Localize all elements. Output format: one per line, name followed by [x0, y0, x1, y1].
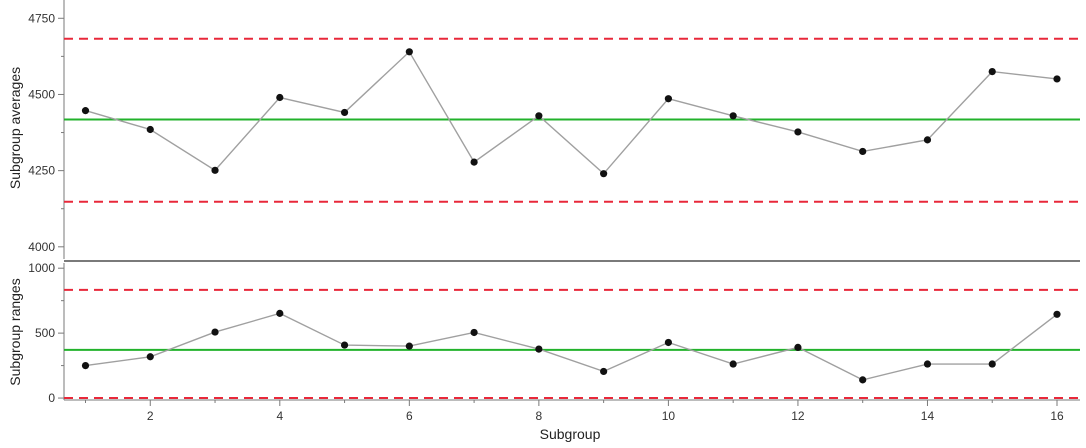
ranges-data-point	[211, 328, 219, 336]
ranges-y-tick-label: 500	[35, 326, 55, 340]
x-tick-label: 14	[921, 409, 935, 423]
ranges-data-point	[81, 361, 90, 370]
averages-panel: 4000 4250 4500 4750	[28, 0, 1080, 259]
ranges-data-point	[535, 345, 543, 353]
x-tick-label: 10	[662, 409, 676, 423]
x-tick-label: 8	[536, 409, 543, 423]
ranges-data-point	[859, 376, 867, 384]
averages-y-tick-label: 4500	[28, 87, 55, 101]
averages-data-point	[600, 170, 608, 178]
ranges-data-point	[664, 338, 673, 347]
ranges-data-point	[794, 343, 802, 352]
averages-data-point	[470, 158, 478, 166]
ranges-data-point	[729, 360, 737, 368]
averages-y-tick-label: 4000	[28, 240, 55, 254]
ranges-series-line	[85, 312, 1058, 381]
ranges-axis-title: Subgroup ranges	[7, 278, 23, 385]
averages-series-line	[85, 50, 1058, 175]
averages-data-point	[81, 107, 90, 115]
x-tick-label: 4	[276, 409, 283, 423]
ranges-data-point	[923, 360, 932, 368]
subgroup-axis-title: Subgroup	[540, 426, 601, 442]
x-tick-label: 12	[791, 409, 805, 423]
averages-data-point	[859, 147, 867, 156]
ranges-data-point	[405, 342, 413, 350]
ranges-data-point	[276, 309, 284, 317]
ranges-data-point	[988, 360, 996, 368]
ranges-data-point	[1053, 310, 1061, 318]
averages-data-point	[1053, 75, 1061, 83]
averages-data-point	[405, 48, 413, 56]
averages-data-point	[211, 166, 219, 174]
ranges-y-tick-label: 0	[48, 391, 55, 405]
averages-data-point	[988, 68, 996, 76]
averages-y-tick-label: 4250	[28, 164, 55, 178]
averages-data-point	[146, 125, 154, 134]
averages-data-point	[664, 95, 673, 103]
ranges-data-point	[340, 341, 349, 349]
ranges-data-point	[146, 353, 154, 361]
x-tick-label: 2	[147, 409, 154, 423]
averages-y-tick-label: 4750	[28, 11, 55, 25]
averages-data-point	[794, 128, 802, 136]
averages-data-point	[340, 108, 349, 117]
averages-data-point	[276, 93, 284, 102]
averages-axis-title: Subgroup averages	[7, 67, 23, 189]
x-tick-label: 6	[406, 409, 413, 423]
x-tick-label: 16	[1050, 409, 1064, 423]
averages-data-point	[535, 112, 543, 120]
ranges-panel: 0 500 1000 2 4 6 8 10 12 14 16	[28, 261, 1080, 423]
averages-data-point	[729, 112, 737, 120]
ranges-data-point	[600, 367, 608, 376]
averages-data-point	[923, 136, 932, 144]
ranges-data-point	[470, 328, 478, 337]
ranges-y-tick-label: 1000	[28, 261, 55, 275]
